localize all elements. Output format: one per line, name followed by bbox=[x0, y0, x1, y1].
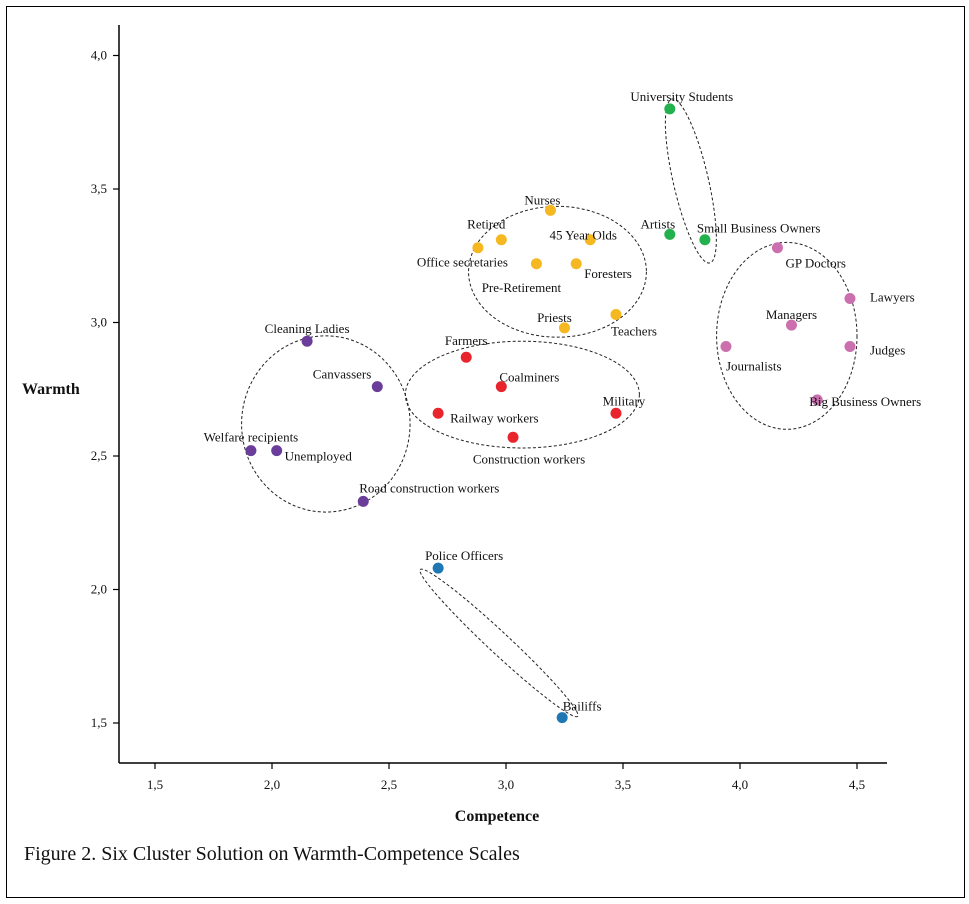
data-point-label: Railway workers bbox=[450, 410, 538, 425]
data-point bbox=[460, 351, 472, 363]
data-point bbox=[432, 562, 444, 574]
labels-layer: Cleaning Ladies Canvassers Welfare recipie… bbox=[204, 89, 922, 714]
data-point bbox=[610, 407, 622, 419]
figure-frame bbox=[6, 6, 965, 898]
data-point bbox=[556, 712, 568, 724]
data-point-label: Construction workers bbox=[473, 451, 585, 466]
data-point-label: Pre-Retirement bbox=[482, 280, 562, 295]
y-tick-label: 2,0 bbox=[91, 582, 107, 597]
data-point-label: Farmers bbox=[445, 333, 488, 348]
data-point-label: Unemployed bbox=[285, 449, 353, 464]
data-point bbox=[844, 292, 856, 304]
data-point bbox=[271, 445, 283, 457]
data-point-label: Coalminers bbox=[499, 370, 559, 385]
x-axis-label: Competence bbox=[455, 808, 539, 825]
data-point-label: Big Business Owners bbox=[809, 394, 921, 409]
data-point-label: Artists bbox=[640, 216, 675, 231]
data-point-label: Road construction workers bbox=[359, 480, 499, 495]
data-point-label: Teachers bbox=[611, 323, 657, 338]
data-point bbox=[245, 445, 257, 457]
data-point-label: Judges bbox=[870, 343, 905, 358]
data-point-label: 45 Year Olds bbox=[549, 228, 617, 243]
x-tick-label: 3,0 bbox=[498, 777, 514, 792]
data-point-label: Cleaning Ladies bbox=[265, 321, 350, 336]
x-tick-label: 1,5 bbox=[147, 777, 163, 792]
cluster-ellipse bbox=[664, 98, 717, 264]
data-point-label: Police Officers bbox=[425, 548, 503, 563]
x-tick-label: 4,0 bbox=[732, 777, 748, 792]
data-point bbox=[720, 341, 732, 353]
data-point-label: Managers bbox=[766, 307, 817, 322]
data-point bbox=[771, 242, 783, 254]
data-point-label: Military bbox=[603, 393, 646, 408]
figure-caption: Figure 2. Six Cluster Solution on Warmth… bbox=[24, 843, 520, 865]
cluster-ellipse bbox=[716, 241, 858, 430]
data-point-label: Canvassers bbox=[313, 367, 372, 382]
y-ticks: 1,5 2,0 2,5 3,0 3,5 4,0 bbox=[91, 48, 119, 730]
data-point bbox=[530, 258, 542, 270]
y-tick-label: 3,0 bbox=[91, 315, 107, 330]
data-point bbox=[301, 335, 313, 347]
cluster-ellipse bbox=[404, 340, 640, 449]
data-point bbox=[472, 242, 484, 254]
clusters-layer bbox=[241, 98, 858, 718]
data-point bbox=[584, 234, 596, 246]
cluster-ellipse bbox=[468, 205, 647, 338]
data-point bbox=[610, 308, 622, 320]
data-point bbox=[357, 495, 369, 507]
data-point bbox=[664, 228, 676, 240]
y-tick-label: 2,5 bbox=[91, 448, 107, 463]
axes-layer bbox=[118, 25, 887, 764]
x-tick-label: 3,5 bbox=[615, 777, 631, 792]
y-tick-label: 4,0 bbox=[91, 48, 107, 63]
data-point bbox=[559, 322, 570, 334]
data-point bbox=[371, 381, 383, 393]
data-point bbox=[785, 319, 797, 331]
data-point-label: Small Business Owners bbox=[697, 221, 821, 236]
data-point-label: Priests bbox=[537, 310, 572, 325]
data-point-label: Foresters bbox=[584, 266, 632, 281]
data-point bbox=[507, 431, 519, 443]
data-point bbox=[699, 234, 711, 246]
data-point-label: Office secretaries bbox=[417, 255, 508, 270]
x-tick-label: 2,0 bbox=[264, 777, 280, 792]
cluster-ellipse bbox=[419, 568, 579, 718]
x-ticks: 1,5 2,0 2,5 3,0 3,5 4,0 4,5 bbox=[147, 763, 865, 792]
points-layer bbox=[245, 103, 856, 724]
data-point bbox=[570, 258, 582, 270]
y-tick-label: 3,5 bbox=[91, 181, 107, 196]
y-axis-label: Warmth bbox=[22, 381, 80, 398]
x-tick-label: 2,5 bbox=[381, 777, 397, 792]
data-point bbox=[495, 381, 507, 393]
data-point-label: Nurses bbox=[524, 192, 560, 207]
data-point-label: University Students bbox=[630, 89, 733, 104]
data-point-label: Bailiffs bbox=[563, 699, 602, 714]
data-point bbox=[432, 407, 444, 419]
data-point bbox=[544, 204, 556, 216]
data-point-label: GP Doctors bbox=[785, 256, 846, 271]
data-point-label: Retired bbox=[467, 217, 506, 232]
data-point bbox=[844, 341, 856, 353]
x-tick-label: 4,5 bbox=[849, 777, 865, 792]
data-point bbox=[664, 103, 676, 115]
y-tick-label: 1,5 bbox=[91, 715, 107, 730]
data-point-label: Welfare recipients bbox=[204, 430, 299, 445]
data-point-label: Journalists bbox=[726, 359, 782, 374]
data-point bbox=[811, 394, 823, 406]
data-point bbox=[495, 234, 507, 246]
data-point-label: Lawyers bbox=[870, 289, 915, 304]
